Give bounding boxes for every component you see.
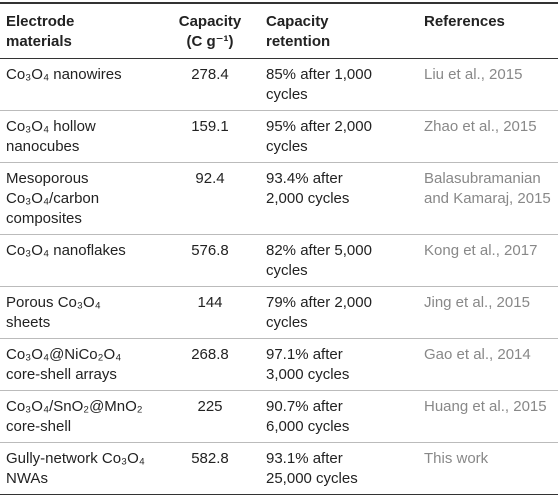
table-body: Co₃O₄ nanowires 278.4 85% after 1,000 cycl…	[0, 59, 558, 495]
table-cell: Co₃O₄ hollow nanocubes	[6, 118, 96, 155]
table-cell: 79% after 2,000 cycles	[266, 294, 372, 331]
table-cell: 144	[197, 294, 223, 311]
table-row: Co₃O₄ nanowires 278.4 85% after 1,000 cycl…	[0, 59, 558, 111]
table-cell: 278.4	[191, 66, 229, 83]
table-cell: 93.4% after 2,000 cycles	[266, 170, 350, 207]
table-header: Electrode materials Capacity (C g⁻¹) Cap…	[0, 3, 558, 59]
table-cell: This work	[424, 450, 489, 467]
table-cell: Co₃O₄/SnO₂@MnO₂ core-shell	[6, 398, 143, 435]
header-cell: References	[424, 13, 505, 30]
table-cell: Balasubramanian and Kamaraj, 2015	[424, 170, 551, 207]
table-cell: 90.7% after 6,000 cycles	[266, 398, 350, 435]
table-cell: Gully-network Co₃O₄ NWAs	[6, 450, 145, 487]
table-cell: 159.1	[191, 118, 229, 135]
table-cell: Co₃O₄@NiCo₂O₄ core-shell arrays	[6, 346, 122, 383]
header-cell: Electrode materials	[6, 13, 75, 50]
table-cell: Co₃O₄ nanoflakes	[6, 242, 126, 259]
table-cell: 576.8	[191, 242, 229, 259]
table-cell: Co₃O₄ nanowires	[6, 66, 122, 83]
table-cell: 92.4	[195, 170, 225, 187]
table-cell: Porous Co₃O₄ sheets	[6, 294, 101, 331]
table-cell: Jing et al., 2015	[424, 294, 530, 311]
table-cell: Zhao et al., 2015	[424, 118, 537, 135]
table-cell: 85% after 1,000 cycles	[266, 66, 372, 103]
table-cell: 95% after 2,000 cycles	[266, 118, 372, 155]
table-cell: 225	[197, 398, 223, 415]
table-cell: 582.8	[191, 450, 229, 467]
table-cell: 97.1% after 3,000 cycles	[266, 346, 350, 383]
table-cell: Kong et al., 2017	[424, 242, 538, 259]
table-cell: Mesoporous Co₃O₄/carbon composites	[6, 170, 100, 227]
table-cell: 93.1% after 25,000 cycles	[266, 450, 358, 487]
table-row: Co₃O₄@NiCo₂O₄ core-shell arrays 268.8 97.1…	[0, 339, 558, 391]
table-cell: 268.8	[191, 346, 229, 363]
table-cell: Gao et al., 2014	[424, 346, 531, 363]
header-row: Electrode materials Capacity (C g⁻¹) Cap…	[0, 3, 558, 59]
header-cell: Capacity (C g⁻¹)	[178, 13, 242, 50]
table-cell: Huang et al., 2015	[424, 398, 547, 415]
table-row: Gully-network Co₃O₄ NWAs 582.8 93.1% after…	[0, 443, 558, 495]
header-cell: Capacity retention	[266, 13, 331, 50]
table-cell: Liu et al., 2015	[424, 66, 523, 83]
table-row: Porous Co₃O₄ sheets 144 79% after 2,000 cy…	[0, 287, 558, 339]
table-row: Mesoporous Co₃O₄/carbon composites 92.4 93…	[0, 163, 558, 235]
table-cell: 82% after 5,000 cycles	[266, 242, 372, 279]
table-row: Co₃O₄ hollow nanocubes 159.1 95% after 2,0…	[0, 111, 558, 163]
table-row: Co₃O₄ nanoflakes 576.8 82% after 5,000 cyc…	[0, 235, 558, 287]
table-row: Co₃O₄/SnO₂@MnO₂ core-shell 225 90.7% after…	[0, 391, 558, 443]
